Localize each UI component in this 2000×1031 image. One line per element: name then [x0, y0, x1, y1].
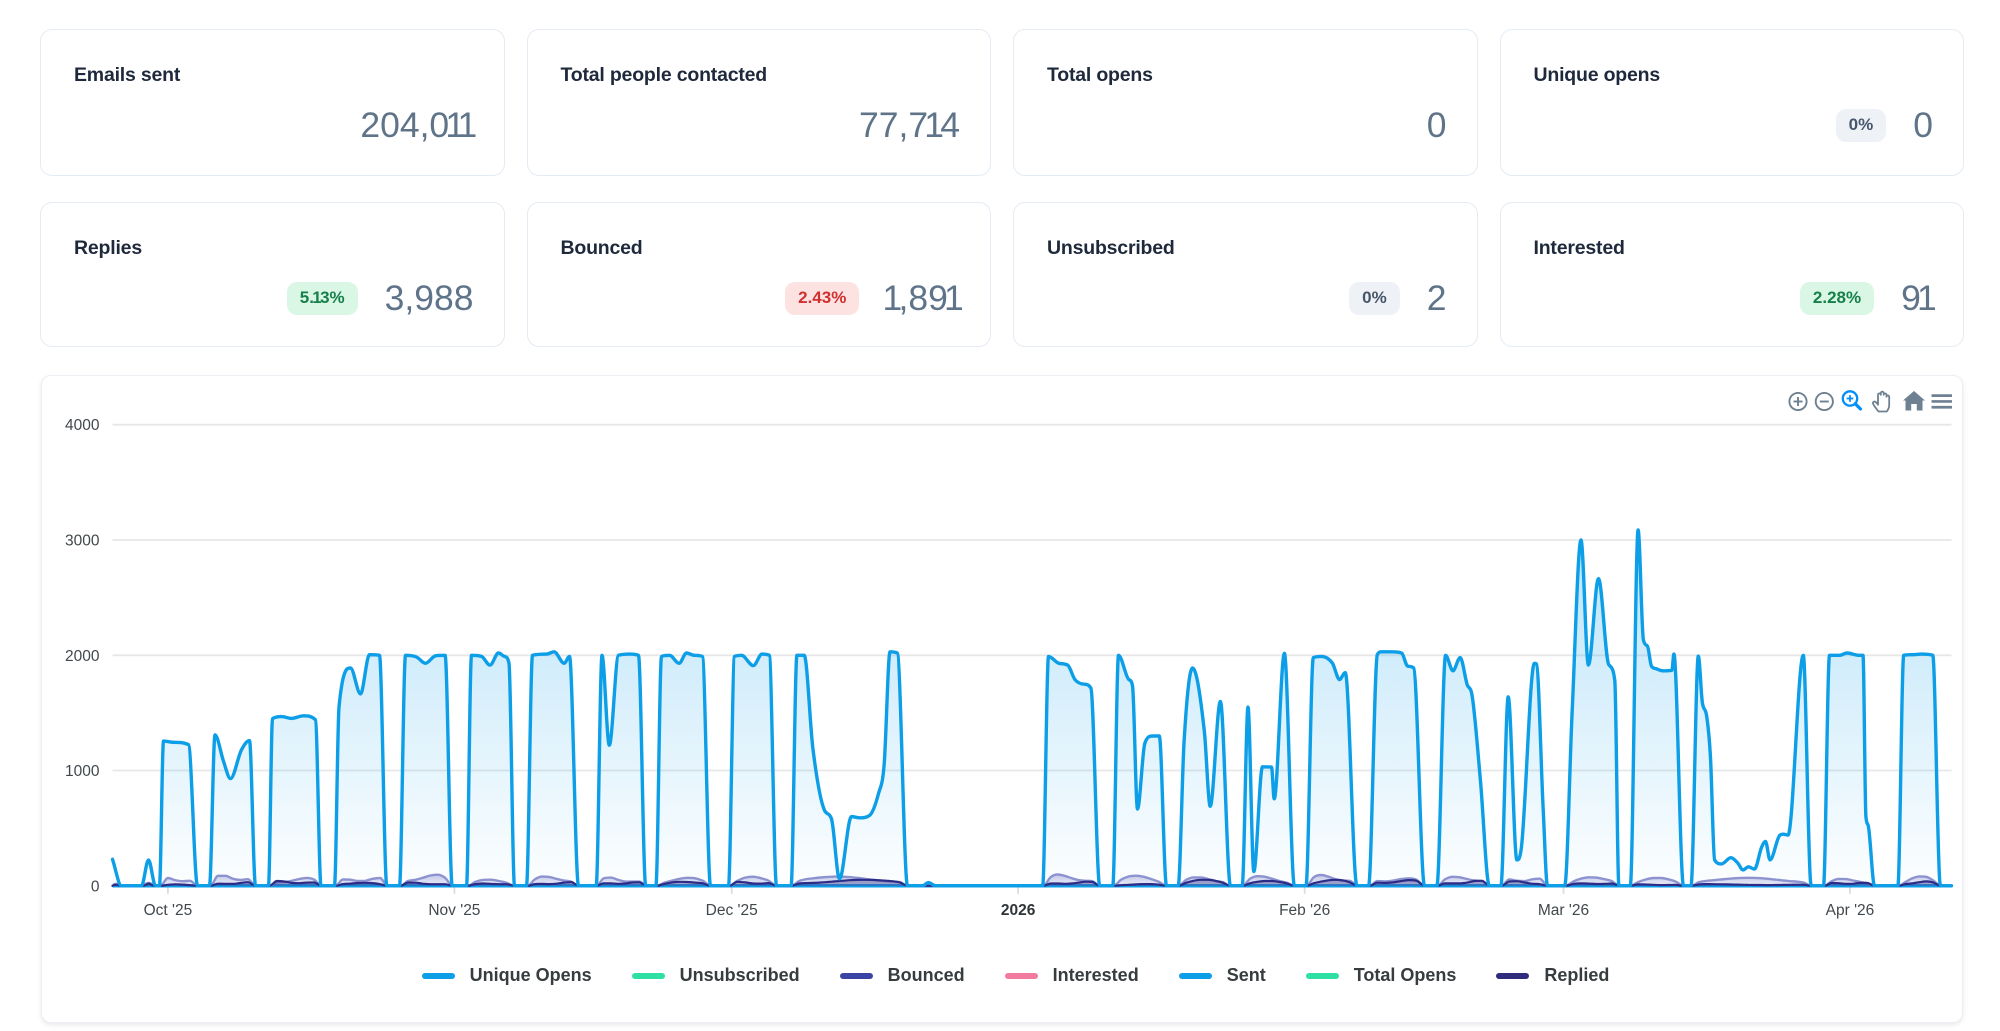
svg-text:Mar '26: Mar '26 — [1537, 902, 1588, 919]
svg-text:3000: 3000 — [65, 533, 100, 550]
svg-text:0: 0 — [90, 878, 99, 895]
svg-text:Oct '25: Oct '25 — [143, 902, 192, 919]
svg-text:Dec '25: Dec '25 — [705, 902, 757, 919]
svg-text:2026: 2026 — [1000, 902, 1035, 919]
svg-text:Apr '26: Apr '26 — [1825, 902, 1874, 919]
svg-text:1000: 1000 — [65, 763, 100, 780]
svg-text:2000: 2000 — [65, 648, 100, 665]
svg-text:Feb '26: Feb '26 — [1279, 902, 1330, 919]
svg-text:Nov '25: Nov '25 — [428, 902, 480, 919]
svg-text:4000: 4000 — [65, 417, 100, 434]
